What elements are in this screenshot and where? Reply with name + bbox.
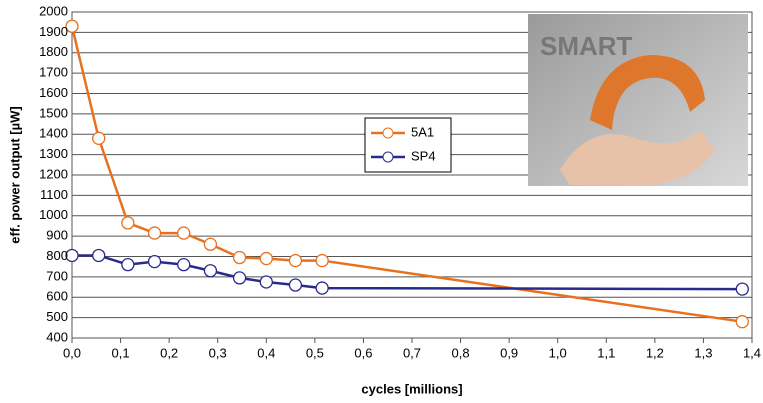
data-point <box>259 275 273 289</box>
data-point <box>177 257 191 272</box>
data-point <box>232 250 247 265</box>
y-tick-label: 700 <box>46 268 68 283</box>
data-point <box>288 253 303 268</box>
y-tick-label: 1200 <box>39 166 68 181</box>
data-point <box>92 131 106 145</box>
y-tick-label: 2000 <box>39 3 68 18</box>
data-point <box>121 257 135 272</box>
y-tick-label: 1900 <box>39 24 68 39</box>
x-tick-label: 0,0 <box>63 345 81 360</box>
data-point <box>735 282 749 296</box>
y-axis-label: eff. power output [µW] <box>7 106 22 243</box>
x-tick-label: 1,4 <box>743 345 761 360</box>
y-tick-label: 1500 <box>39 105 68 120</box>
y-tick-label: 600 <box>46 289 68 304</box>
y-tick-label: 800 <box>46 248 68 263</box>
legend-box <box>364 117 452 173</box>
y-tick-label: 1400 <box>39 126 68 141</box>
data-point <box>92 248 106 263</box>
photo-inset: SMART <box>528 14 748 186</box>
data-point <box>121 216 135 230</box>
data-point <box>65 19 79 33</box>
svg-text:SMART: SMART <box>540 31 633 61</box>
x-tick-label: 1,0 <box>549 345 567 360</box>
y-tick-label: 1300 <box>39 146 68 161</box>
data-point <box>735 315 749 329</box>
x-tick-label: 0,5 <box>306 345 324 360</box>
y-tick-label: 500 <box>46 309 68 324</box>
data-point <box>147 226 162 240</box>
data-point <box>259 251 273 266</box>
x-tick-label: 0,4 <box>257 345 275 360</box>
x-tick-label: 0,9 <box>500 345 518 360</box>
data-point <box>232 271 247 285</box>
y-tick-label: 1600 <box>39 85 68 100</box>
y-tick-label: 1100 <box>40 187 68 202</box>
legend-marker <box>382 151 394 163</box>
data-point <box>65 248 79 263</box>
data-point <box>147 254 162 269</box>
data-point <box>203 264 218 278</box>
data-point <box>315 281 329 295</box>
x-tick-label: 0,8 <box>452 345 470 360</box>
x-tick-label: 0,3 <box>209 345 227 360</box>
legend-label: 5A1 <box>411 124 434 139</box>
x-axis-label: cycles [millions] <box>361 381 462 396</box>
x-tick-label: 0,1 <box>112 345 130 360</box>
legend-marker <box>382 127 394 139</box>
data-point <box>177 226 191 240</box>
data-point <box>203 237 218 251</box>
x-tick-label: 0,7 <box>403 345 421 360</box>
x-tick-label: 1,3 <box>694 345 712 360</box>
legend-label: SP4 <box>411 148 436 163</box>
y-tick-label: 1000 <box>39 207 68 222</box>
x-tick-label: 0,6 <box>354 345 372 360</box>
x-tick-label: 0,2 <box>160 345 178 360</box>
y-tick-label: 900 <box>46 228 68 243</box>
y-tick-label: 1800 <box>39 44 68 59</box>
x-tick-label: 1,1 <box>597 345 615 360</box>
data-point <box>288 278 303 292</box>
x-tick-label: 1,2 <box>646 345 664 360</box>
data-point <box>315 253 329 268</box>
y-tick-label: 1700 <box>39 65 68 80</box>
y-tick-label: 400 <box>46 329 68 344</box>
